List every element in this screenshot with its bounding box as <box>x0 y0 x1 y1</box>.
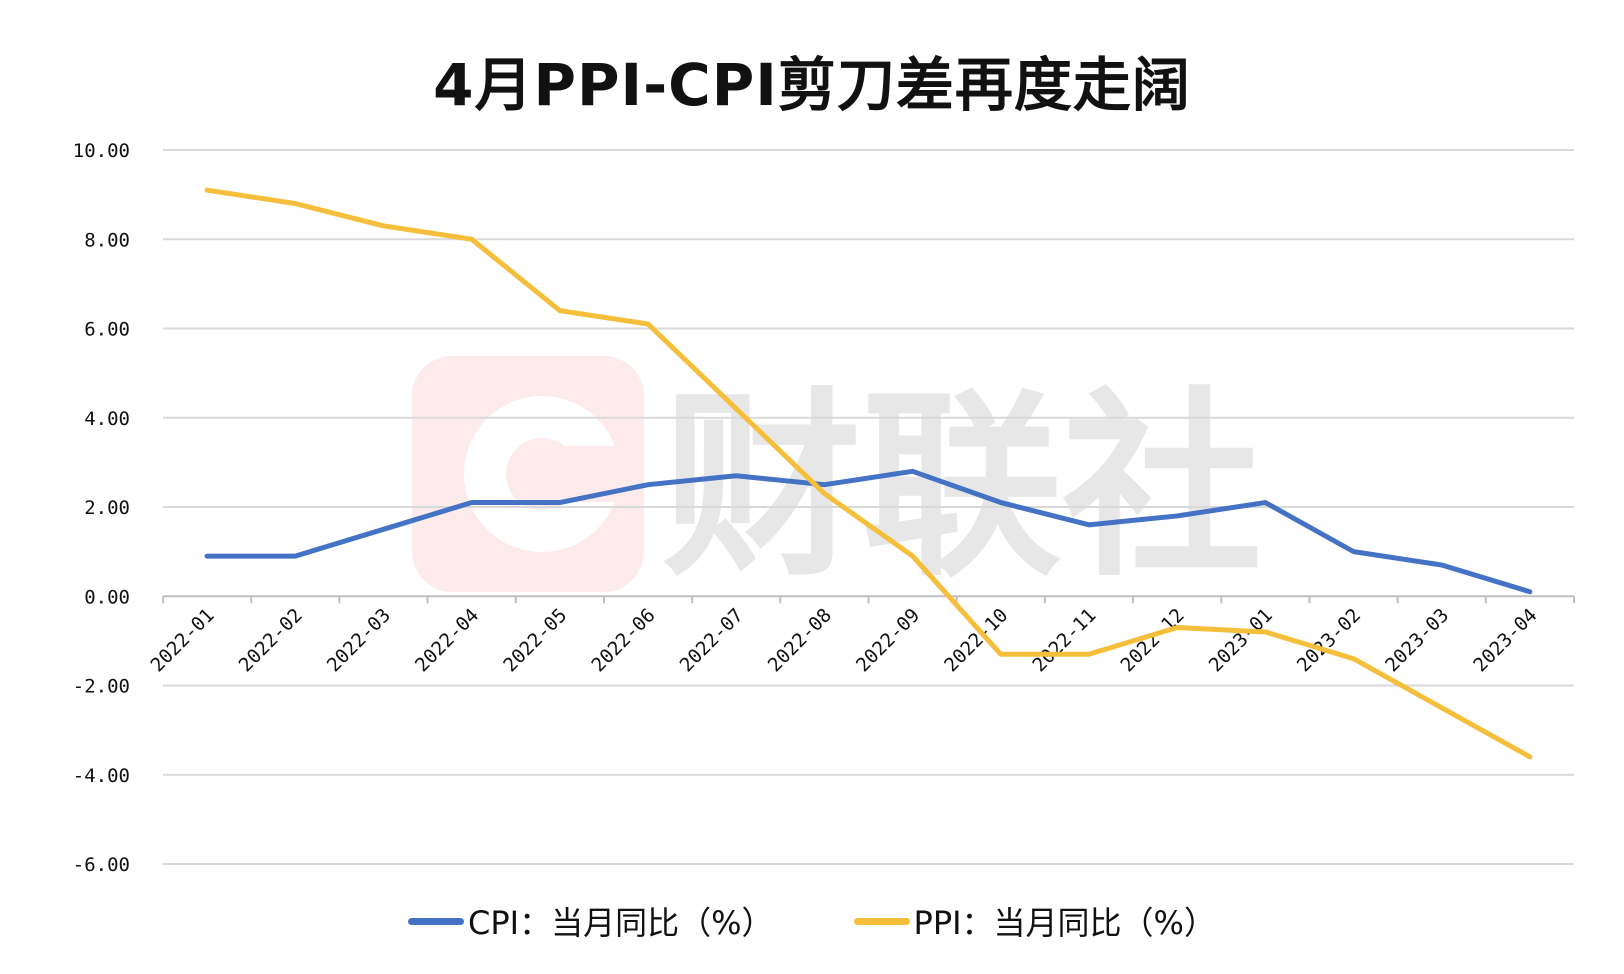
y-tick-label: -2.00 <box>73 676 130 698</box>
y-tick-label: -4.00 <box>73 765 130 787</box>
x-tick-label: 2023-02 <box>1293 604 1365 676</box>
x-tick-label: 2023-03 <box>1381 604 1453 676</box>
legend-label-cpi: CPI：当月同比（%） <box>468 904 774 942</box>
x-tick-label: 2022-10 <box>940 604 1012 676</box>
series-line-ppi <box>204 187 1533 760</box>
chart-title: 4月PPI-CPI剪刀差再度走阔 <box>433 51 1191 119</box>
y-tick-label: -6.00 <box>73 854 130 876</box>
x-tick-label: 2022-11 <box>1028 604 1100 676</box>
legend-swatch-ppi <box>853 917 910 925</box>
x-tick-label: 2022-02 <box>235 604 307 676</box>
legend-item-cpi[interactable]: CPI：当月同比（%） <box>408 898 774 944</box>
x-tick-label: 2022-06 <box>587 604 659 676</box>
watermark-logo: 财联社 <box>412 356 1262 596</box>
x-tick-label: 2022-03 <box>323 604 395 676</box>
y-tick-label: 6.00 <box>84 319 130 341</box>
legend-item-ppi[interactable]: PPI：当月同比（%） <box>853 898 1216 944</box>
legend: CPI：当月同比（%） PPI：当月同比（%） <box>0 898 1624 944</box>
y-tick-label: 10.00 <box>73 140 130 162</box>
legend-swatch-cpi <box>408 917 465 925</box>
svg-text:财联社: 财联社 <box>662 371 1262 596</box>
x-tick-label: 2022-08 <box>764 604 836 676</box>
x-tick-label: 2023-04 <box>1469 604 1541 676</box>
y-tick-label: 8.00 <box>84 229 130 251</box>
x-tick-label: 2023-01 <box>1205 604 1277 676</box>
x-tick-label: 2022-05 <box>499 604 571 676</box>
y-tick-label: 0.00 <box>84 586 130 608</box>
x-tick-label: 2022-09 <box>852 604 924 676</box>
y-tick-label: 4.00 <box>84 408 130 430</box>
legend-label-ppi: PPI：当月同比（%） <box>913 904 1216 942</box>
y-tick-label: 2.00 <box>84 497 130 519</box>
x-tick-label: 2022-07 <box>676 604 748 676</box>
x-tick-label: 2022-01 <box>146 604 218 676</box>
x-tick-label: 2022-04 <box>411 604 483 676</box>
series-line-cpi <box>204 468 1533 595</box>
